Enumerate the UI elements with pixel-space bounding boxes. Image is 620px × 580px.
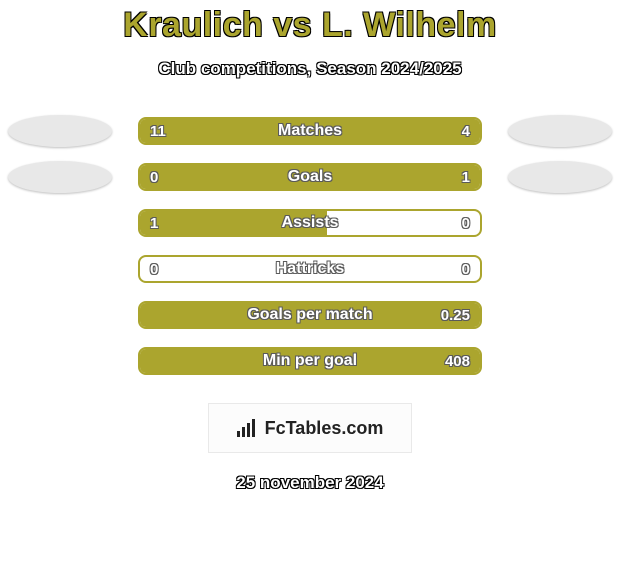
fill-left bbox=[140, 303, 480, 327]
value-left: 0 bbox=[150, 169, 158, 186]
stat-bar: 01Goals bbox=[138, 163, 482, 191]
stat-row: 0.25Goals per match bbox=[0, 299, 620, 331]
player-left-avatar bbox=[8, 115, 112, 147]
value-left: 11 bbox=[150, 123, 166, 140]
brand-icon bbox=[237, 419, 259, 437]
player-left-avatar bbox=[8, 161, 112, 193]
value-left: 0 bbox=[150, 261, 158, 278]
stat-label: Hattricks bbox=[140, 260, 480, 278]
stat-row: 408Min per goal bbox=[0, 345, 620, 377]
stat-row: 0 0Hattricks bbox=[0, 253, 620, 285]
value-left: 1 bbox=[150, 215, 158, 232]
stat-bar: 114Matches bbox=[138, 117, 482, 145]
value-right: 408 bbox=[445, 353, 470, 370]
date-label: 25 november 2024 bbox=[236, 473, 383, 493]
comparison-chart: 114Matches01Goals10Assists00Hattricks0.2… bbox=[0, 115, 620, 391]
value-right: 0 bbox=[462, 261, 470, 278]
stat-row: 114Matches bbox=[0, 115, 620, 147]
value-right: 4 bbox=[462, 123, 470, 140]
player-right-avatar bbox=[508, 115, 612, 147]
player-right-avatar bbox=[508, 161, 612, 193]
fill-left bbox=[140, 119, 378, 143]
fill-left bbox=[140, 349, 480, 373]
value-right: 0.25 bbox=[441, 307, 470, 324]
stat-bar: 10Assists bbox=[138, 209, 482, 237]
fill-left bbox=[140, 211, 327, 235]
stat-bar: 0 0Hattricks bbox=[138, 255, 482, 283]
stat-bar: 0.25Goals per match bbox=[138, 301, 482, 329]
subtitle: Club competitions, Season 2024/2025 bbox=[158, 59, 461, 79]
page-title: Kraulich vs L. Wilhelm bbox=[123, 6, 496, 45]
stat-row: 10Assists bbox=[0, 207, 620, 239]
stat-row: 01Goals bbox=[0, 161, 620, 193]
brand-badge: FcTables.com bbox=[208, 403, 412, 453]
stat-bar: 408Min per goal bbox=[138, 347, 482, 375]
value-right: 1 bbox=[462, 169, 470, 186]
value-right: 0 bbox=[462, 215, 470, 232]
brand-label: FcTables.com bbox=[265, 418, 384, 439]
fill-right bbox=[201, 165, 480, 189]
